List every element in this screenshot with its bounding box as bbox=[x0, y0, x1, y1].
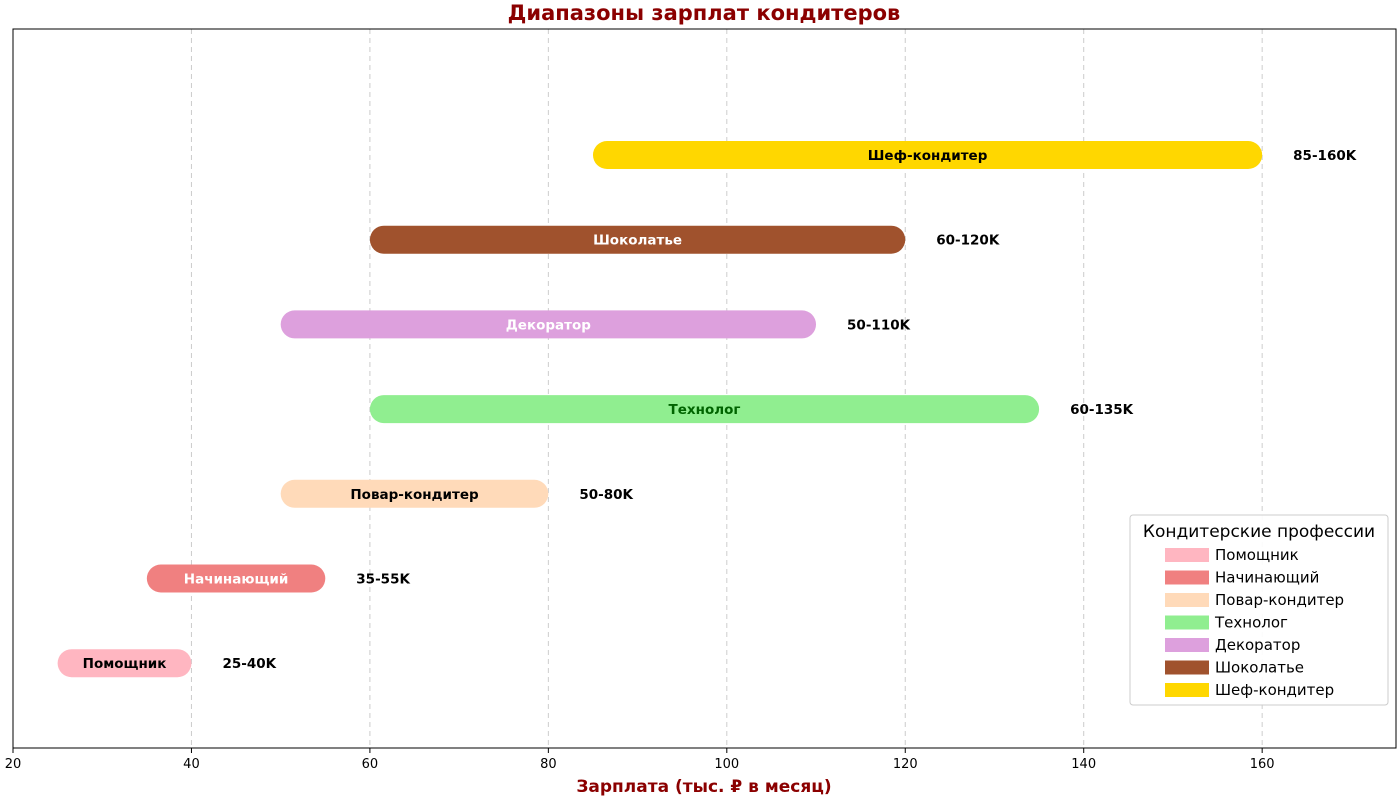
x-tick-label: 20 bbox=[5, 757, 22, 772]
grid-lines bbox=[190, 29, 1263, 748]
range-label: 35-55K bbox=[356, 572, 410, 588]
range-label: 85-160K bbox=[1293, 148, 1357, 164]
bar-2 bbox=[146, 564, 326, 593]
bars: Помощник 25-40K Начинающий 35-55K Повар-конд… bbox=[57, 141, 1357, 678]
range-label: 50-80K bbox=[579, 487, 633, 503]
legend: Кондитерские профессии Помощник Начинающий… bbox=[1129, 514, 1389, 706]
legend-swatch bbox=[1165, 660, 1209, 675]
legend-entry: Начинающий bbox=[1215, 569, 1319, 587]
bar-label: Начинающий bbox=[184, 572, 289, 588]
x-tick-label: 80 bbox=[540, 757, 557, 772]
bar-6 bbox=[369, 225, 906, 254]
x-axis-label: Зарплата (тыс. ₽ в месяц) bbox=[576, 777, 831, 797]
bar-7 bbox=[592, 141, 1263, 169]
legend-swatch bbox=[1165, 638, 1209, 652]
legend-swatch bbox=[1165, 593, 1209, 607]
legend-entry: Повар-кондитер bbox=[1215, 591, 1344, 609]
bar-label: Помощник bbox=[83, 656, 167, 672]
bar-5 bbox=[280, 310, 817, 339]
legend-swatch bbox=[1165, 570, 1209, 585]
bar-3 bbox=[280, 479, 549, 508]
bar-label: Повар-кондитер bbox=[350, 487, 479, 503]
bar-label: Декоратор bbox=[506, 317, 591, 333]
x-tick-label: 120 bbox=[893, 757, 918, 772]
bar-4 bbox=[369, 395, 1040, 424]
x-axis-ticks: 20 40 60 80 100 120 140 160 bbox=[5, 748, 1275, 772]
legend-swatch bbox=[1165, 548, 1209, 562]
legend-title: Кондитерские профессии bbox=[1143, 522, 1375, 542]
plot-frame bbox=[12, 28, 1397, 749]
x-tick-label: 40 bbox=[183, 757, 200, 772]
bar-label: Технолог bbox=[669, 402, 741, 418]
legend-entry: Технолог bbox=[1214, 614, 1288, 632]
legend-entry: Шоколатье bbox=[1215, 659, 1304, 677]
legend-entry: Помощник bbox=[1215, 546, 1299, 564]
range-label: 50-110K bbox=[847, 317, 911, 333]
x-tick-label: 100 bbox=[714, 757, 739, 772]
legend-entry: Шеф-кондитер bbox=[1215, 681, 1334, 699]
range-label: 60-120K bbox=[936, 233, 1000, 249]
x-tick-label: 160 bbox=[1250, 757, 1275, 772]
legend-box bbox=[1129, 514, 1389, 706]
range-label: 60-135K bbox=[1070, 402, 1134, 418]
bar-label: Шеф-кондитер bbox=[868, 148, 988, 164]
legend-swatch bbox=[1165, 683, 1209, 697]
x-tick-label: 140 bbox=[1071, 757, 1096, 772]
range-label: 25-40K bbox=[222, 656, 276, 672]
x-tick-label: 60 bbox=[362, 757, 379, 772]
legend-entry: Декоратор bbox=[1215, 636, 1300, 654]
legend-swatch bbox=[1165, 615, 1209, 630]
bar-1 bbox=[57, 649, 192, 678]
chart-title: Диапазоны зарплат кондитеров bbox=[508, 1, 901, 25]
bar-label: Шоколатье bbox=[593, 233, 682, 249]
